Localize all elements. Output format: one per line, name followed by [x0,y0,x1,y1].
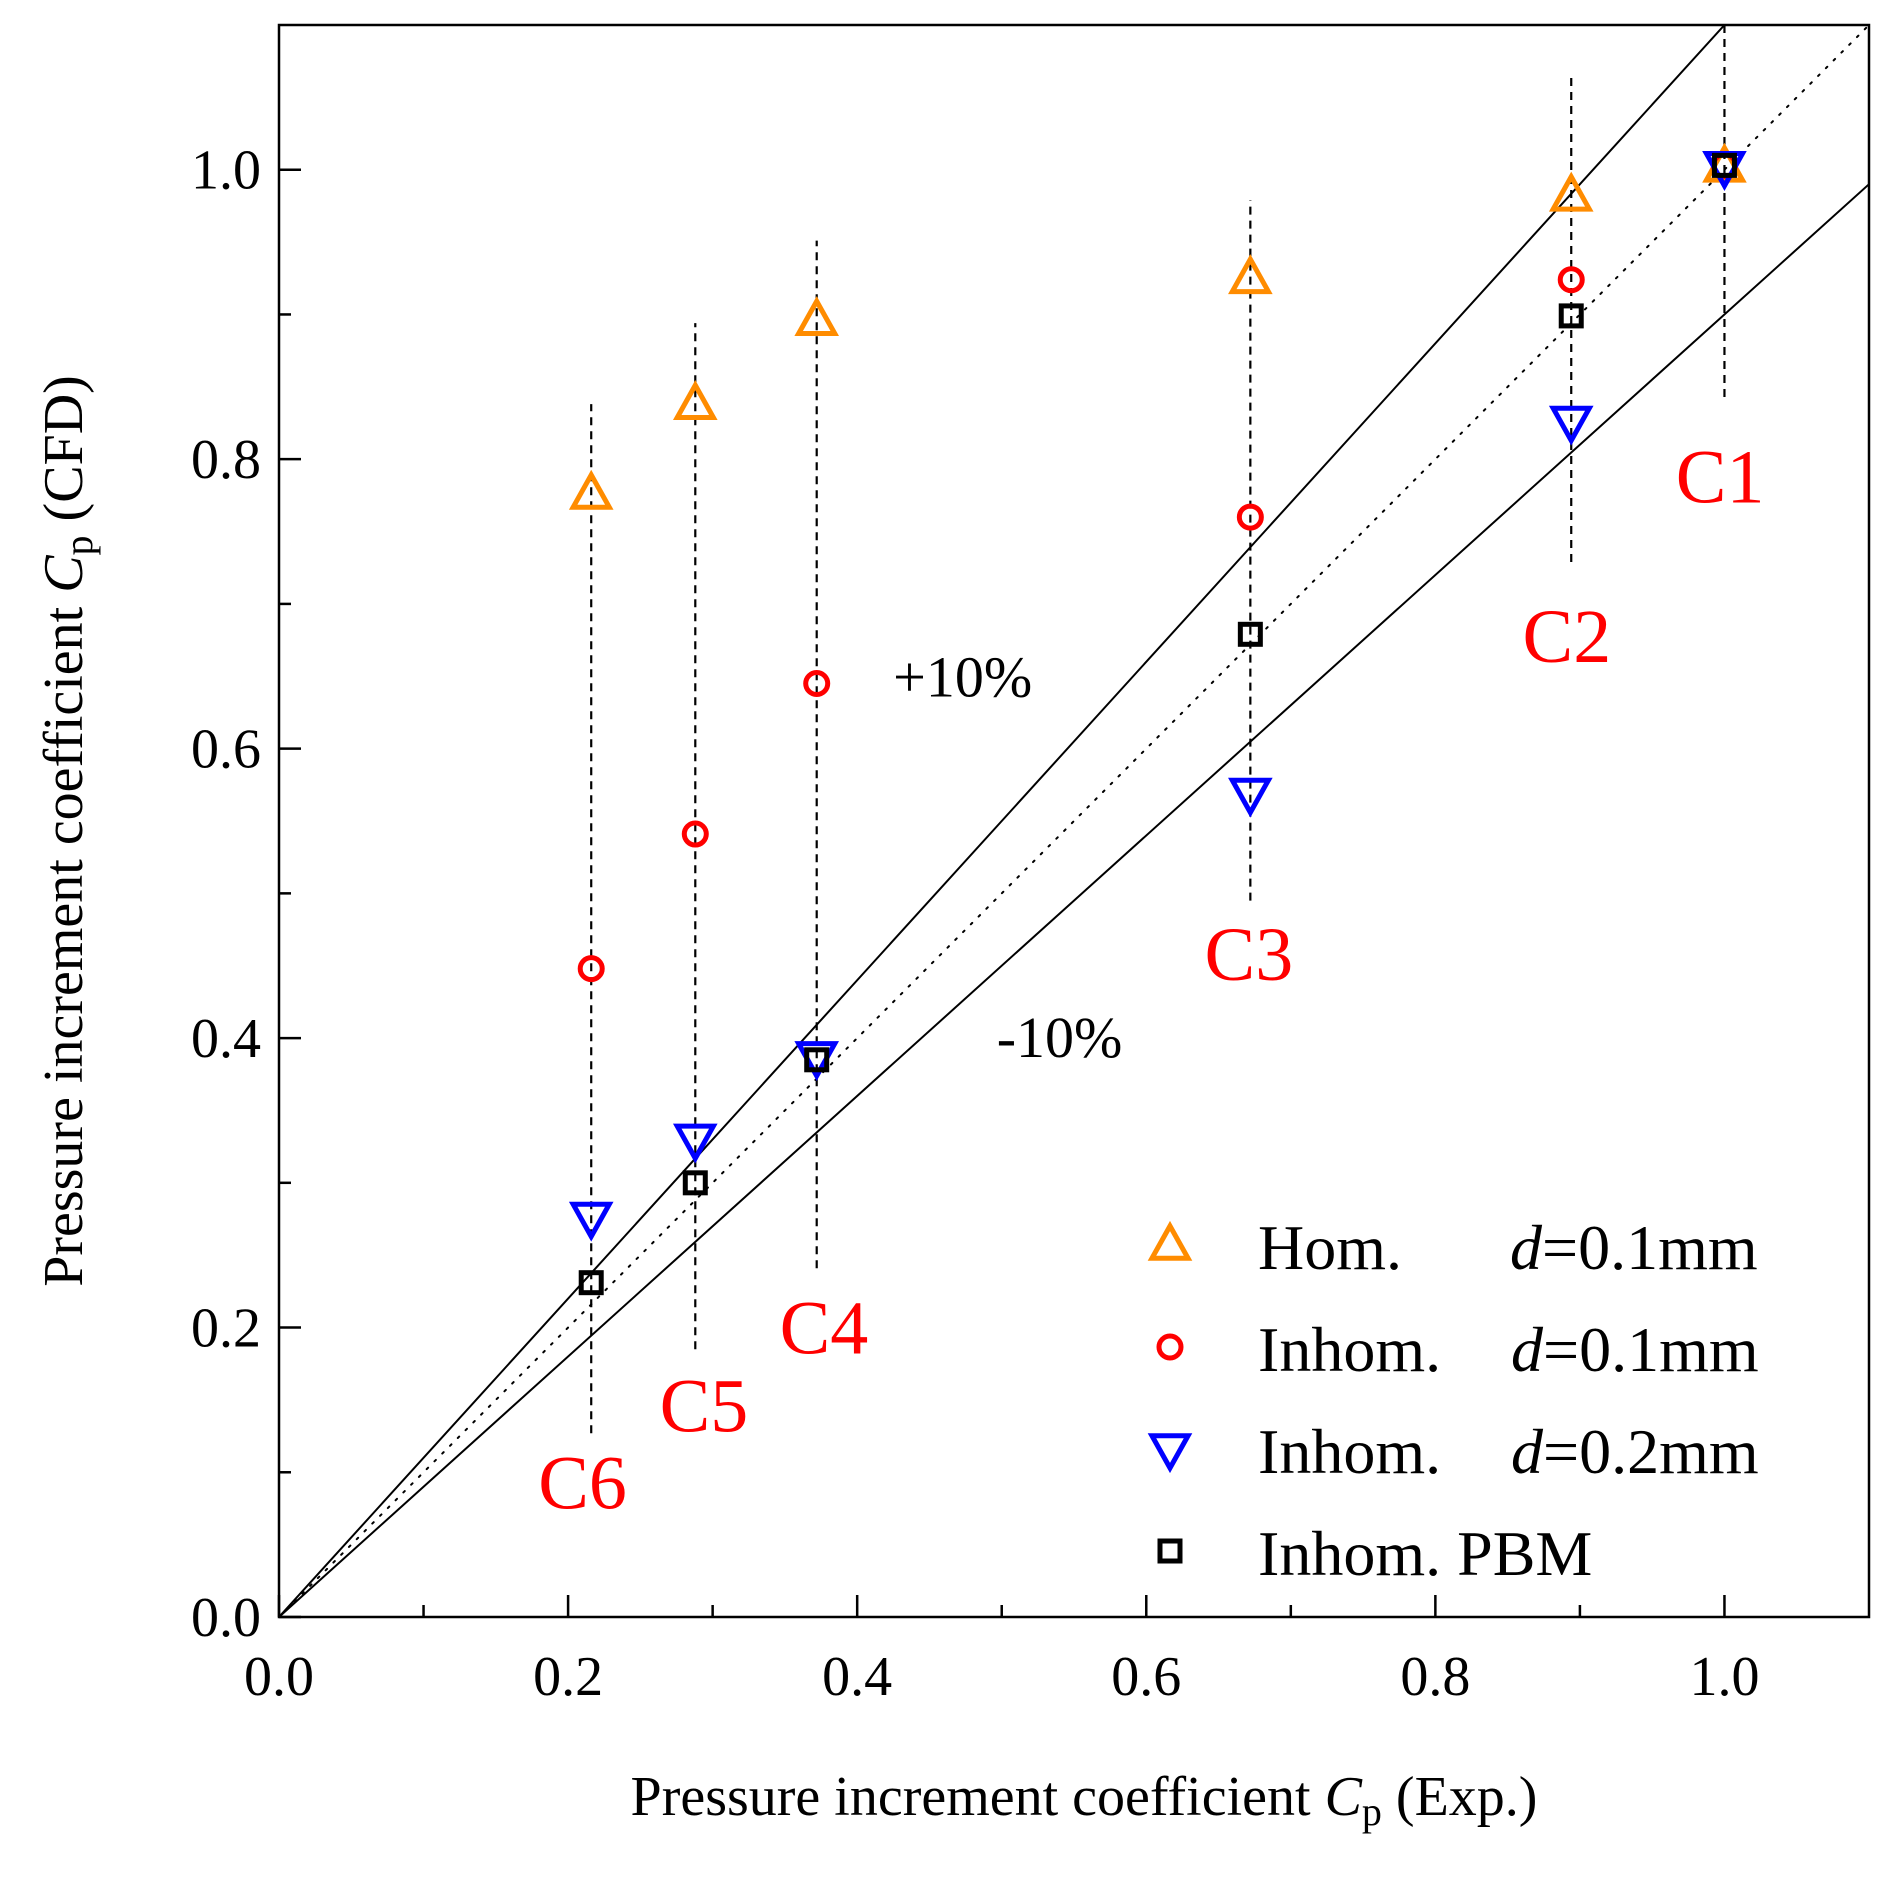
data-point-inhom-d01 [1557,266,1585,294]
y-tick-label: 0.8 [191,429,261,491]
x-tick-label: 0.6 [1111,1646,1181,1708]
plot-frame [277,23,1871,1619]
data-point-inhom-pbm [1711,152,1737,178]
legend-label: Hom. [1258,1212,1402,1283]
data-point-inhom-d01 [803,670,831,698]
y-tick-label: 0.2 [191,1298,261,1360]
x-tick-label: 0.4 [822,1646,892,1708]
legend-param: d=0.2mm [1511,1416,1759,1487]
legend-label: Inhom. [1258,1416,1441,1487]
y-tick-label: 0.4 [191,1008,261,1070]
data-point-inhom-d01 [681,820,709,848]
data-point-inhom-pbm [682,1170,708,1196]
series-inhom-pbm [578,152,1737,1296]
y-tick-label: 1.0 [191,140,261,202]
data-point-inhom-d02 [1228,777,1273,818]
series-inhom-d01 [577,151,1738,983]
data-point-inhom-pbm [1558,303,1584,329]
x-tick-label: 0.2 [533,1646,603,1708]
data-point-hom-d01 [1228,254,1273,295]
legend-marker-inhom-pbm [1157,1538,1183,1564]
tick-labels: 0.00.0 0.2 0.2 0.4 0.4 0.6 0.6 0.8 0.8 1.0 1.0 [191,140,1759,1708]
legend-param: d=0.1mm [1510,1212,1758,1283]
data-point-inhom-pbm [1237,621,1263,647]
data-point-hom-d01 [1548,171,1594,212]
data-point-inhom-d02 [568,1201,614,1242]
series-inhom-d02 [568,151,1747,1242]
data-point-inhom-d02 [1548,405,1594,446]
case-label-c1: C1 [1676,436,1765,520]
legend-marker-inhom-d01 [1156,1333,1184,1361]
data-point-inhom-d01 [577,955,605,983]
data-point-hom-d01 [568,469,614,510]
x-tick-label: 0.8 [1400,1646,1470,1708]
ticks [277,168,1726,1619]
data-point-inhom-d02 [672,1123,718,1164]
legend-label: Inhom. [1258,1314,1441,1385]
y-axis-label: Pressure increment coefficient Cp (CFD) [33,375,101,1287]
reference-line-minus10pct [279,183,1869,1617]
legend-marker-hom-d01 [1147,1220,1193,1261]
x-tick-label: 1.0 [1689,1646,1759,1708]
minus-10-percent-label: -10% [997,1005,1123,1070]
data-point-hom-d01 [672,380,718,420]
reference-line-plus10pct [279,25,1726,1617]
data-point-inhom-pbm [578,1270,604,1296]
reference-line-parity [279,25,1869,1617]
annotations: C1 C2 C3 C4 C5 C6 +10% -10% [538,436,1764,1526]
reference-lines [279,25,1869,1617]
data-point-hom-d01 [794,296,840,337]
case-ranges [590,25,1726,1434]
x-tick-label: 0.0 [244,1646,314,1708]
y-tick-label: 0.6 [191,719,261,781]
legend-param: d=0.1mm [1511,1314,1759,1385]
data-point-inhom-pbm [804,1047,830,1073]
legend: Hom. d=0.1mm Inhom. d=0.1mm Inhom. d=0.2mm Inh… [1147,1212,1759,1589]
case-label-c6: C6 [538,1441,627,1525]
y-tick-label: 0.0 [191,1587,261,1649]
case-label-c4: C4 [780,1287,869,1371]
case-label-c2: C2 [1523,595,1612,679]
legend-marker-inhom-d02 [1147,1433,1193,1474]
data-point-inhom-d01 [1236,503,1264,531]
case-label-c5: C5 [660,1365,749,1449]
case-label-c3: C3 [1205,913,1294,997]
plus-10-percent-label: +10% [893,645,1032,710]
x-axis-label: Pressure increment coefficient Cp (Exp.) [631,1766,1538,1834]
legend-label: Inhom. PBM [1258,1518,1592,1589]
